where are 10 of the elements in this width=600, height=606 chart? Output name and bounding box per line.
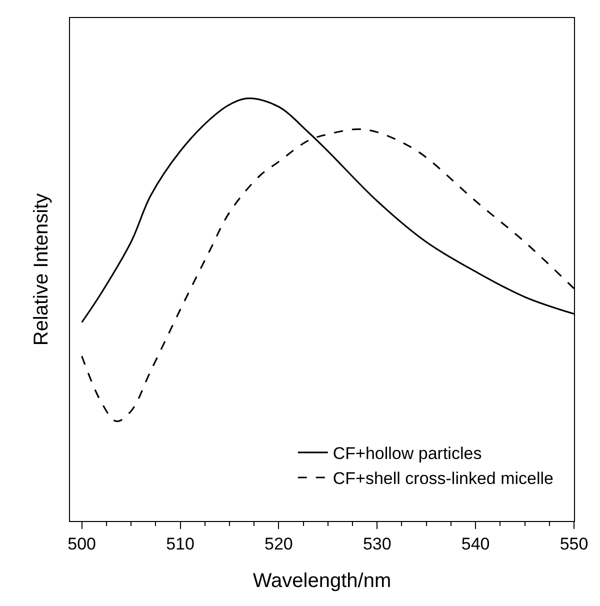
x-tick-label: 540	[461, 534, 490, 554]
x-tick-label: 520	[264, 534, 293, 554]
x-tick-label: 510	[166, 534, 194, 554]
legend-label: CF+hollow particles	[332, 444, 482, 464]
y-axis-title: Relative Intensity	[30, 193, 52, 346]
x-tick-label: 530	[362, 534, 392, 554]
legend-label: CF+shell cross-linked micelle	[332, 469, 554, 488]
x-axis-title: Wavelength/nm	[252, 570, 392, 592]
x-tick-label: 500	[68, 534, 96, 554]
x-tick-label: 550	[560, 534, 588, 554]
